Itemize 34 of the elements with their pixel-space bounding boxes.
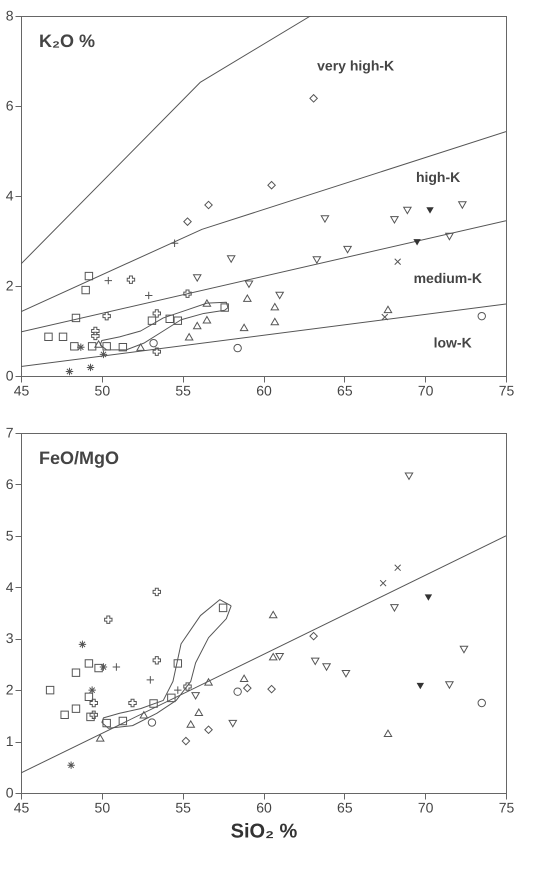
x-tick-label: 70 (418, 382, 434, 398)
y-tick-label: 0 (6, 784, 14, 800)
y-tick-label: 4 (6, 578, 14, 595)
annotation: medium-K (414, 270, 482, 286)
x-tick-label: 60 (256, 382, 272, 398)
y-tick-label: 4 (6, 188, 14, 204)
x-axis-title: SiO₂ % (230, 820, 298, 842)
x-tick-label: 65 (337, 382, 353, 398)
y-tick-label: 7 (6, 424, 14, 440)
y-axis-title: FeO/MgO (39, 448, 119, 468)
y-tick-label: 2 (6, 682, 14, 698)
y-tick-label: 6 (6, 476, 14, 492)
annotation: low-K (434, 334, 472, 351)
y-tick-label: 2 (6, 278, 14, 294)
x-tick-label: 50 (94, 800, 110, 816)
y-tick-label: 6 (6, 98, 14, 114)
x-tick-label: 45 (14, 800, 30, 816)
annotation: high-K (416, 169, 460, 185)
annotation: very high-K (317, 57, 394, 74)
x-tick-label: 60 (256, 800, 272, 816)
x-tick-label: 70 (418, 800, 434, 816)
y-tick-label: 8 (6, 8, 14, 24)
x-tick-label: 45 (14, 382, 30, 398)
x-tick-label: 55 (175, 382, 192, 398)
y-tick-label: 0 (6, 368, 14, 384)
x-tick-label: 50 (94, 382, 110, 398)
y-tick-label: 3 (6, 630, 14, 646)
y-tick-label: 1 (6, 733, 14, 750)
y-axis-title: K₂O % (39, 31, 96, 51)
x-tick-label: 55 (175, 800, 192, 816)
x-tick-label: 75 (498, 382, 514, 398)
x-tick-label: 65 (337, 800, 353, 816)
x-tick-label: 75 (498, 800, 514, 816)
y-tick-label: 5 (6, 527, 14, 544)
